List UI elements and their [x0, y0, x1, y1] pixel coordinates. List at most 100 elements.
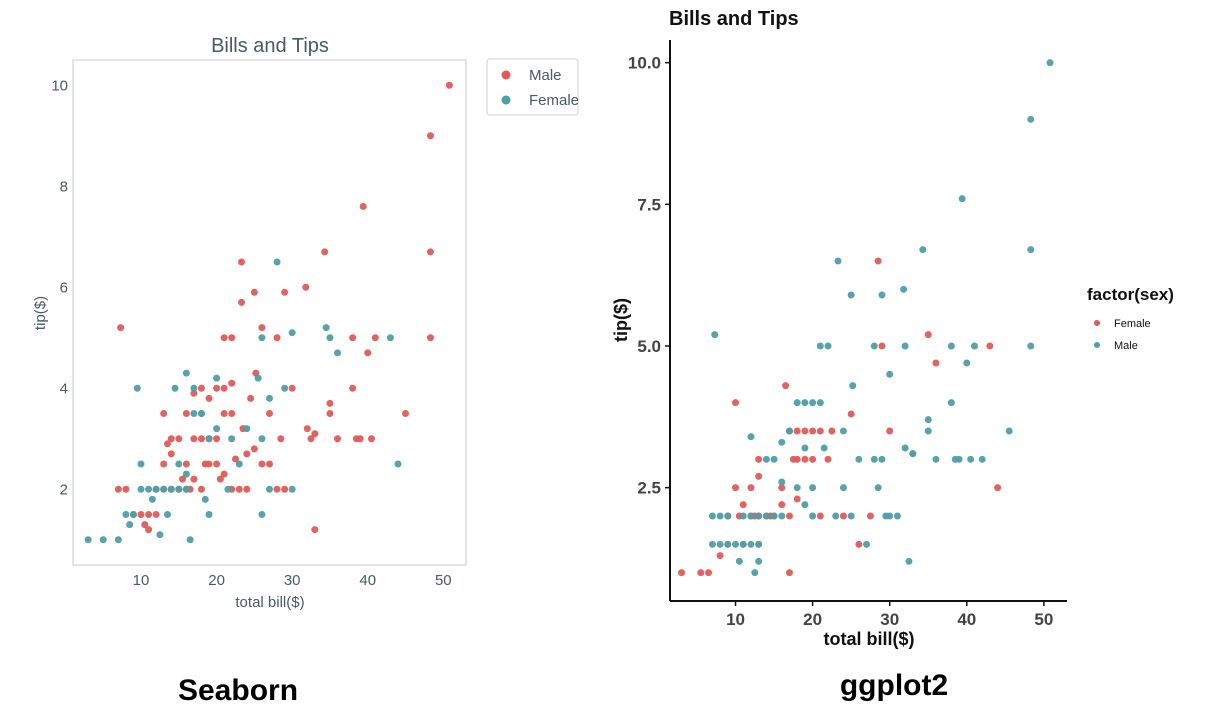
data-point-female: [732, 399, 740, 407]
data-point-female: [288, 485, 296, 493]
data-point-female: [137, 485, 145, 493]
data-point-male: [402, 410, 410, 417]
data-point-female: [994, 484, 1002, 492]
data-point-female: [186, 536, 194, 544]
data-point-male: [197, 435, 205, 443]
data-point-male: [886, 370, 894, 378]
data-point-male: [820, 444, 828, 452]
data-point-female: [697, 569, 705, 577]
data-point-male: [816, 399, 824, 407]
seaborn-legend: Male Female: [486, 58, 579, 116]
data-point-male: [809, 399, 817, 407]
data-point-male: [288, 384, 296, 392]
seaborn-plot-frame: [72, 59, 467, 566]
data-point-male: [141, 521, 149, 529]
data-point-male: [747, 540, 755, 548]
data-point-female: [866, 512, 874, 520]
data-point-female: [782, 382, 790, 390]
ggplot-chart: Bills and Tips 2.55.07.510.0 10 20 30 40 50 …: [611, 8, 1174, 649]
data-point-female: [126, 521, 134, 529]
data-point-female: [334, 349, 342, 357]
data-point-female: [778, 484, 786, 492]
data-point-male: [849, 382, 857, 390]
data-point-male: [978, 455, 986, 463]
data-point-female: [213, 425, 221, 433]
data-point-female: [258, 511, 266, 518]
data-point-female: [801, 455, 809, 463]
data-point-male: [708, 540, 716, 548]
data-point-female: [160, 485, 168, 493]
data-point-male: [213, 435, 221, 443]
data-point-male: [307, 435, 315, 443]
data-point-male: [303, 425, 311, 433]
data-point-female: [678, 569, 686, 577]
x-tick-label: 50: [1034, 610, 1053, 629]
data-point-male: [755, 512, 763, 520]
data-point-male: [1027, 342, 1035, 350]
data-point-male: [311, 430, 319, 438]
data-point-male: [281, 288, 289, 296]
data-point-female: [133, 384, 141, 392]
data-point-male: [117, 324, 125, 332]
data-point-male: [870, 455, 878, 463]
ggplot-legend: factor(sex) Female Male: [1087, 285, 1174, 352]
x-tick-label: 50: [435, 572, 452, 589]
data-point-male: [1027, 246, 1035, 254]
data-point-female: [273, 258, 281, 266]
data-point-male: [179, 475, 187, 483]
data-point-female: [326, 334, 334, 342]
data-point-male: [197, 485, 205, 493]
data-point-male: [167, 450, 175, 458]
data-point-male: [739, 540, 747, 548]
data-point-male: [919, 246, 927, 254]
data-point-female: [266, 485, 273, 493]
data-point-male: [755, 557, 763, 565]
y-tick-label: 6: [60, 280, 68, 297]
data-point-male: [235, 485, 243, 493]
seaborn-x-label: total bill($): [235, 594, 304, 611]
data-point-male: [1046, 59, 1054, 67]
data-point-male: [770, 512, 778, 520]
data-point-male: [905, 557, 913, 565]
data-point-female: [732, 484, 740, 492]
data-point-female: [167, 485, 175, 493]
data-point-male: [909, 450, 917, 458]
data-point-female: [816, 427, 824, 435]
data-point-female: [129, 511, 137, 518]
data-point-male: [216, 475, 224, 483]
data-point-male: [785, 427, 793, 435]
x-tick-label: 20: [803, 610, 822, 629]
data-point-female: [809, 427, 817, 435]
data-point-male: [801, 444, 809, 452]
data-point-male: [762, 512, 770, 520]
data-point-female: [145, 485, 153, 493]
data-point-male: [778, 478, 786, 486]
data-point-female: [182, 369, 190, 377]
data-point-male: [359, 202, 367, 210]
data-point-male: [160, 410, 168, 417]
data-point-female: [855, 540, 863, 548]
data-point-female: [258, 435, 266, 443]
x-tick-label: 40: [957, 610, 976, 629]
data-point-male: [839, 484, 847, 492]
x-tick-label: 30: [880, 610, 899, 629]
data-point-male: [932, 455, 940, 463]
data-point-male: [213, 384, 221, 392]
data-point-male: [801, 501, 809, 509]
data-point-female: [874, 257, 882, 265]
data-point-female: [254, 374, 262, 382]
y-tick-label: 10.0: [628, 54, 661, 73]
data-point-female: [243, 425, 251, 433]
data-point-female: [986, 342, 994, 350]
data-point-female: [197, 410, 205, 417]
data-point-male: [832, 512, 840, 520]
data-point-male: [882, 512, 890, 520]
data-point-female: [137, 460, 145, 468]
data-point-male: [250, 445, 258, 453]
data-point-female: [739, 501, 747, 509]
data-point-male: [145, 511, 153, 518]
data-point-male: [970, 342, 978, 350]
data-point-male: [160, 460, 168, 468]
caption-seaborn: Seaborn: [178, 674, 298, 707]
data-point-female: [755, 472, 763, 480]
